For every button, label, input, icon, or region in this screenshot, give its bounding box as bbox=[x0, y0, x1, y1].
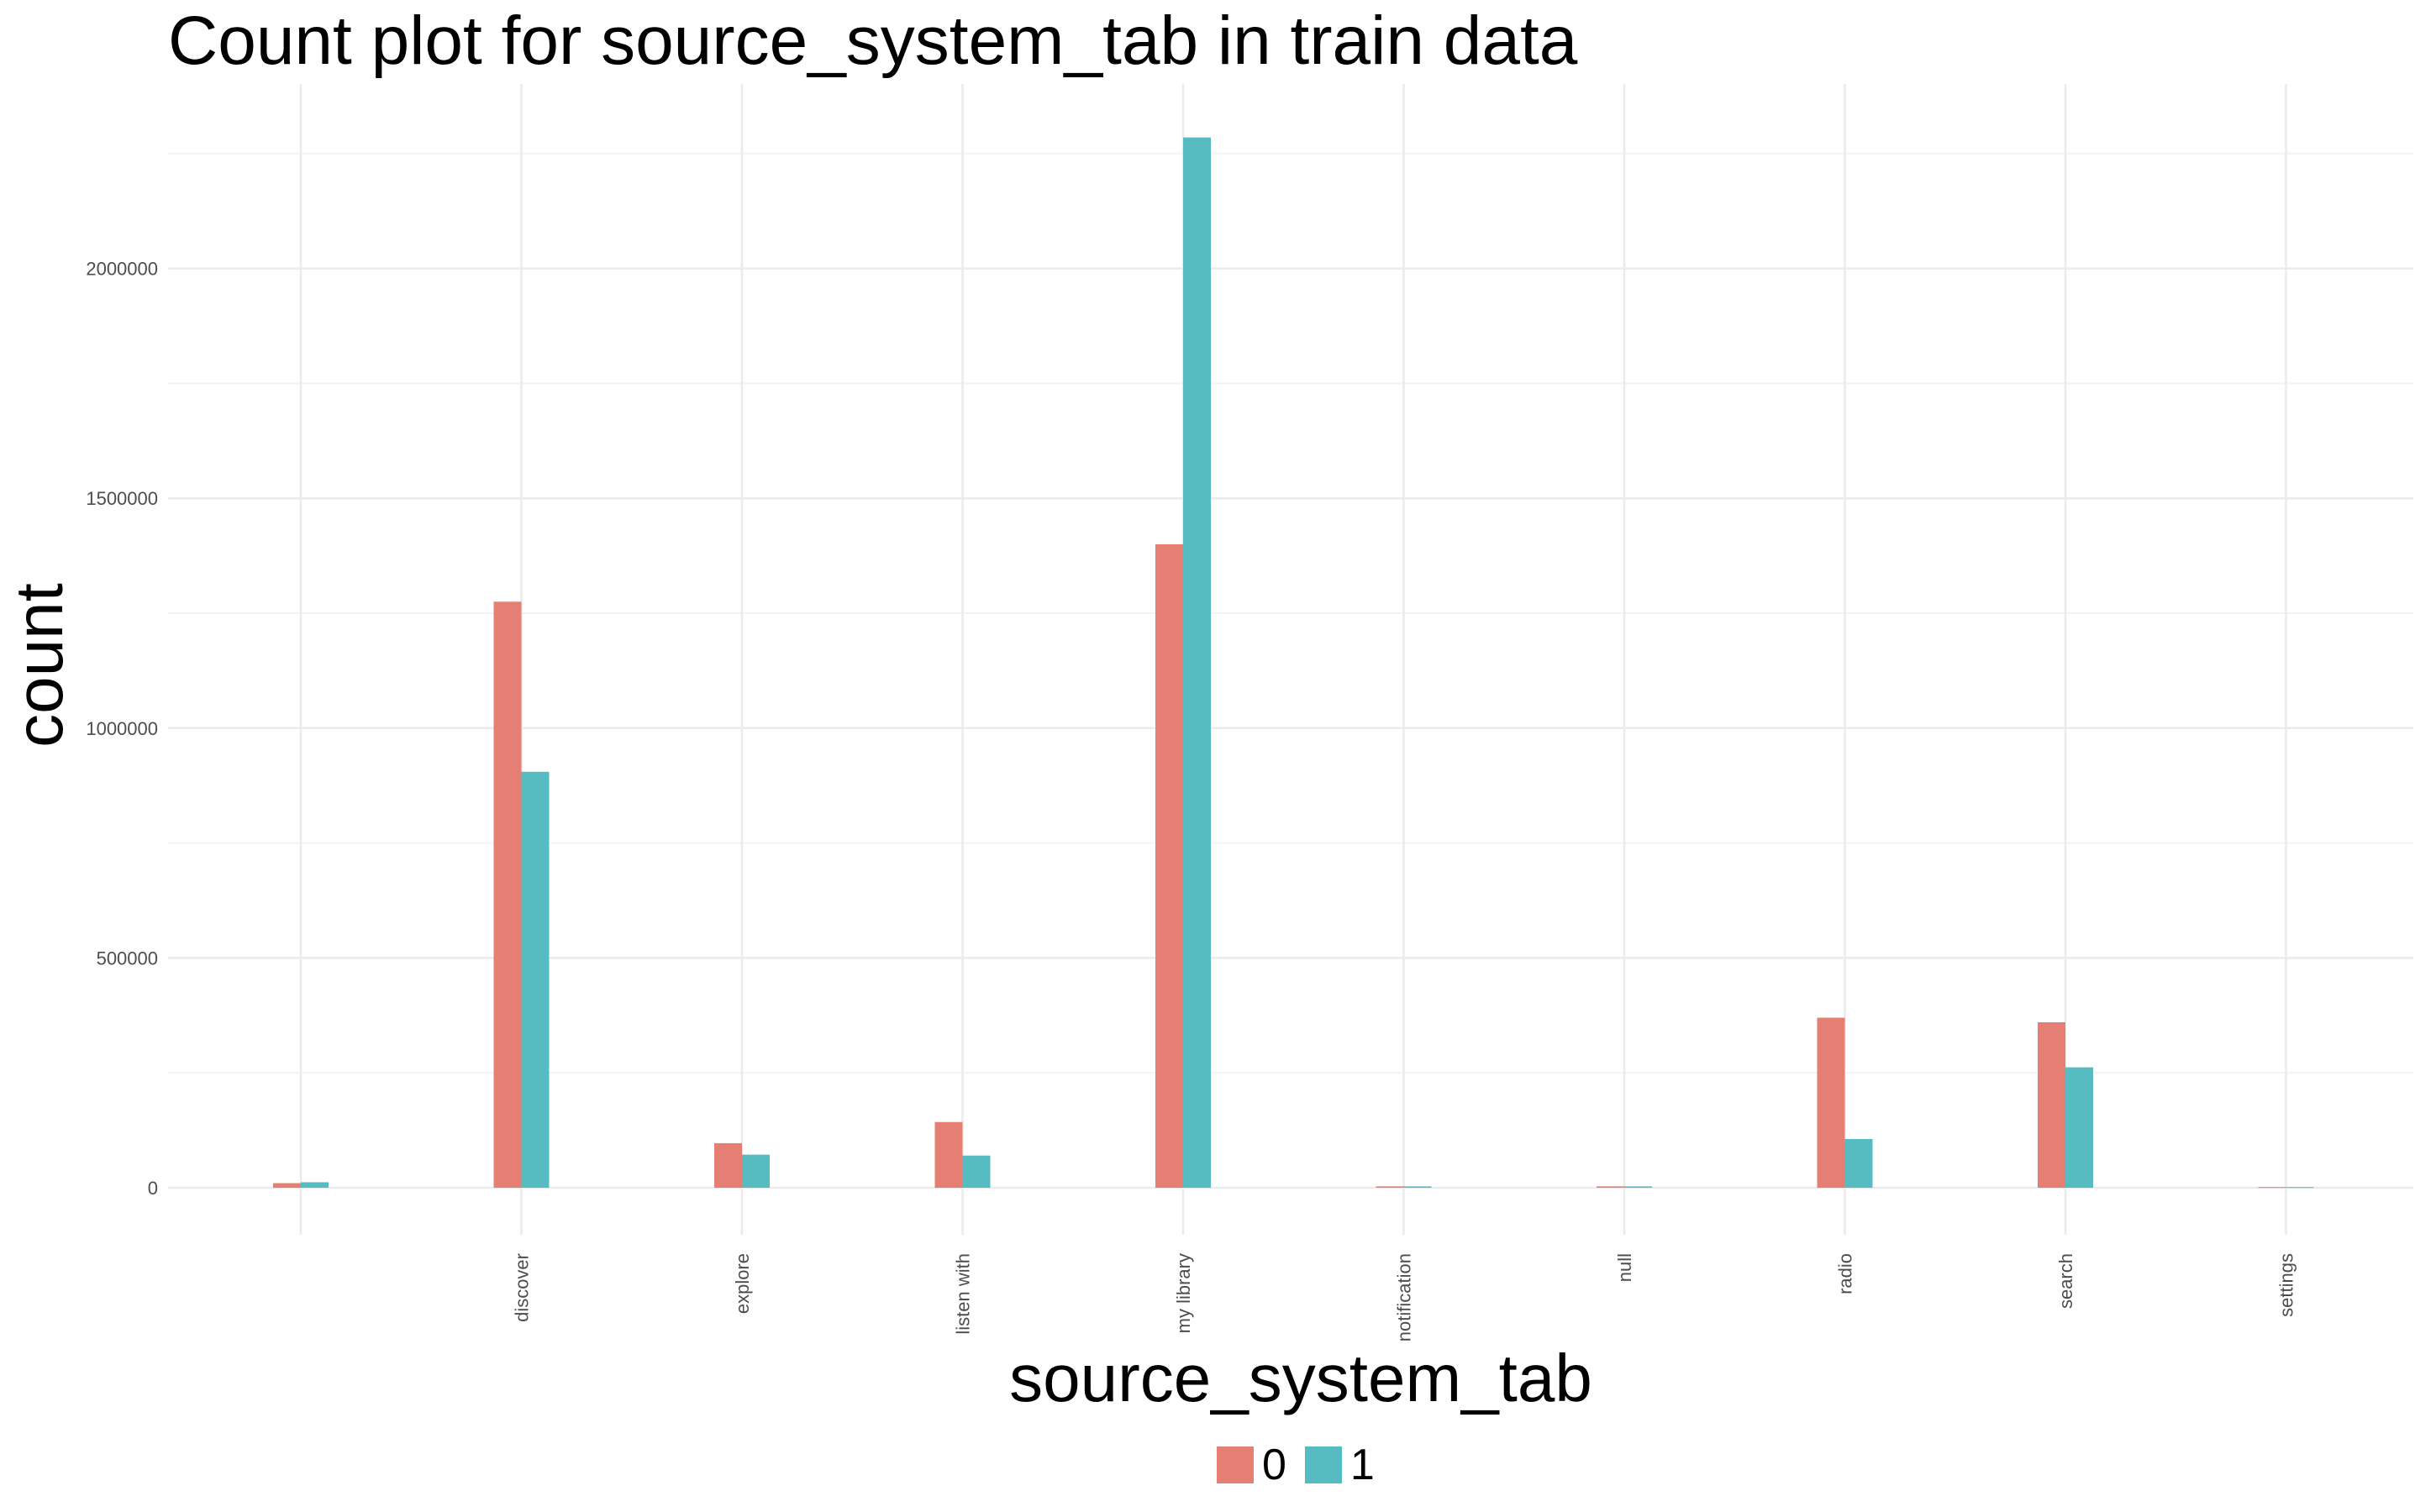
y-tick-label: 1500000 bbox=[86, 488, 158, 509]
y-tick-label: 2000000 bbox=[86, 259, 158, 280]
y-tick-labels: 0 500000 1000000 1500000 2000000 bbox=[86, 259, 158, 1199]
x-tick-label: my library bbox=[1173, 1253, 1194, 1333]
bar-0 bbox=[1155, 543, 1183, 1188]
y-tick-label: 1000000 bbox=[86, 718, 158, 739]
legend-label: 1 bbox=[1349, 1441, 1375, 1489]
x-tick-labels: discover explore listen with my library noti… bbox=[512, 1253, 2297, 1341]
y-tick-label: 0 bbox=[148, 1178, 158, 1199]
bar-0 bbox=[1597, 1186, 1624, 1188]
legend-key bbox=[1304, 1446, 1342, 1483]
x-tick-label: search bbox=[2055, 1253, 2076, 1309]
bar-0 bbox=[714, 1142, 742, 1188]
x-tick-label: null bbox=[1614, 1253, 1635, 1282]
bar-1 bbox=[1844, 1138, 1873, 1188]
y-axis-title: count bbox=[2, 583, 76, 748]
bar-1 bbox=[521, 771, 550, 1188]
bar-0 bbox=[1817, 1017, 1845, 1188]
legend-label: 0 bbox=[1262, 1441, 1286, 1489]
bar-1 bbox=[1403, 1186, 1432, 1188]
bar-1 bbox=[962, 1155, 991, 1188]
x-tick-label: listen with bbox=[953, 1253, 974, 1335]
x-tick-label: radio bbox=[1835, 1253, 1856, 1294]
bars bbox=[273, 137, 2314, 1189]
bar-0 bbox=[2038, 1022, 2065, 1188]
legend-item: 0 bbox=[1217, 1441, 1286, 1489]
bar-1 bbox=[1183, 137, 1211, 1189]
bar-0 bbox=[2258, 1187, 2286, 1189]
bar-1 bbox=[742, 1154, 770, 1188]
bar-1 bbox=[1624, 1186, 1652, 1188]
legend-key bbox=[1217, 1446, 1254, 1483]
bar-1 bbox=[2065, 1067, 2093, 1188]
legend-item: 1 bbox=[1304, 1441, 1375, 1489]
x-axis-title: source_system_tab bbox=[1009, 1341, 1592, 1415]
x-tick-label: explore bbox=[732, 1253, 753, 1314]
bar-0 bbox=[934, 1121, 963, 1188]
bar-0 bbox=[273, 1183, 301, 1188]
chart-title: Count plot for source_system_tab in trai… bbox=[168, 3, 1578, 79]
x-tick-label: discover bbox=[512, 1253, 533, 1322]
bar-1 bbox=[301, 1182, 329, 1188]
x-tick-label: settings bbox=[2276, 1253, 2297, 1317]
x-tick-label: notification bbox=[1394, 1253, 1415, 1341]
bar-0 bbox=[1376, 1186, 1404, 1188]
y-tick-label: 500000 bbox=[97, 948, 158, 969]
bar-0 bbox=[493, 601, 522, 1188]
bar-1 bbox=[2286, 1187, 2314, 1189]
